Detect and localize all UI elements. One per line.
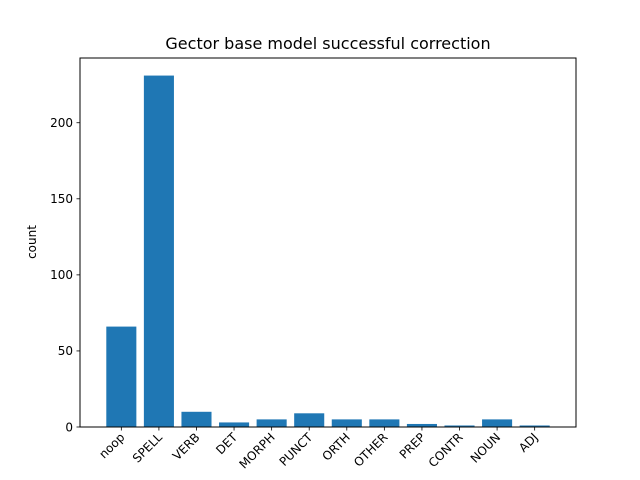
bar-spell [143, 75, 174, 427]
bar-prep [406, 423, 437, 427]
chart-title: Gector base model successful correction [165, 34, 490, 53]
bar-morph [256, 419, 287, 427]
x-tick-label-adj: ADJ [516, 430, 541, 455]
bars-group [106, 75, 550, 427]
x-tick-label-prep: PREP [397, 430, 428, 461]
y-tick-label: 0 [65, 420, 73, 434]
x-tick-label-noop: noop [96, 430, 127, 461]
y-axis-title: count [25, 225, 39, 259]
x-tick-label-other: OTHER [351, 430, 390, 469]
x-tick-label-det: DET [213, 430, 240, 457]
bar-contr [444, 425, 475, 427]
y-tick-label: 100 [50, 268, 73, 282]
x-tick-label-morph: MORPH [236, 430, 277, 471]
y-tick-label: 200 [50, 116, 73, 130]
bar-verb [181, 411, 212, 427]
x-tick-label-spell: SPELL [130, 430, 165, 465]
bar-punct [294, 413, 325, 427]
bar-adj [519, 425, 550, 427]
y-tick-label: 50 [58, 344, 73, 358]
plot-frame [79, 57, 577, 428]
x-tick-label-noun: NOUN [468, 430, 503, 465]
bar-other [369, 419, 400, 427]
bar-noop [106, 326, 137, 427]
x-tick-label-orth: ORTH [319, 430, 352, 463]
x-tick-label-punct: PUNCT [277, 430, 316, 469]
bar-det [219, 422, 250, 427]
x-tick-label-contr: CONTR [426, 430, 466, 470]
y-axis: 0 50 100 150 200 [50, 116, 80, 434]
bar-noun [482, 419, 513, 427]
y-tick-label: 150 [50, 192, 73, 206]
bar-orth [331, 419, 362, 427]
x-tick-label-verb: VERB [170, 430, 203, 463]
